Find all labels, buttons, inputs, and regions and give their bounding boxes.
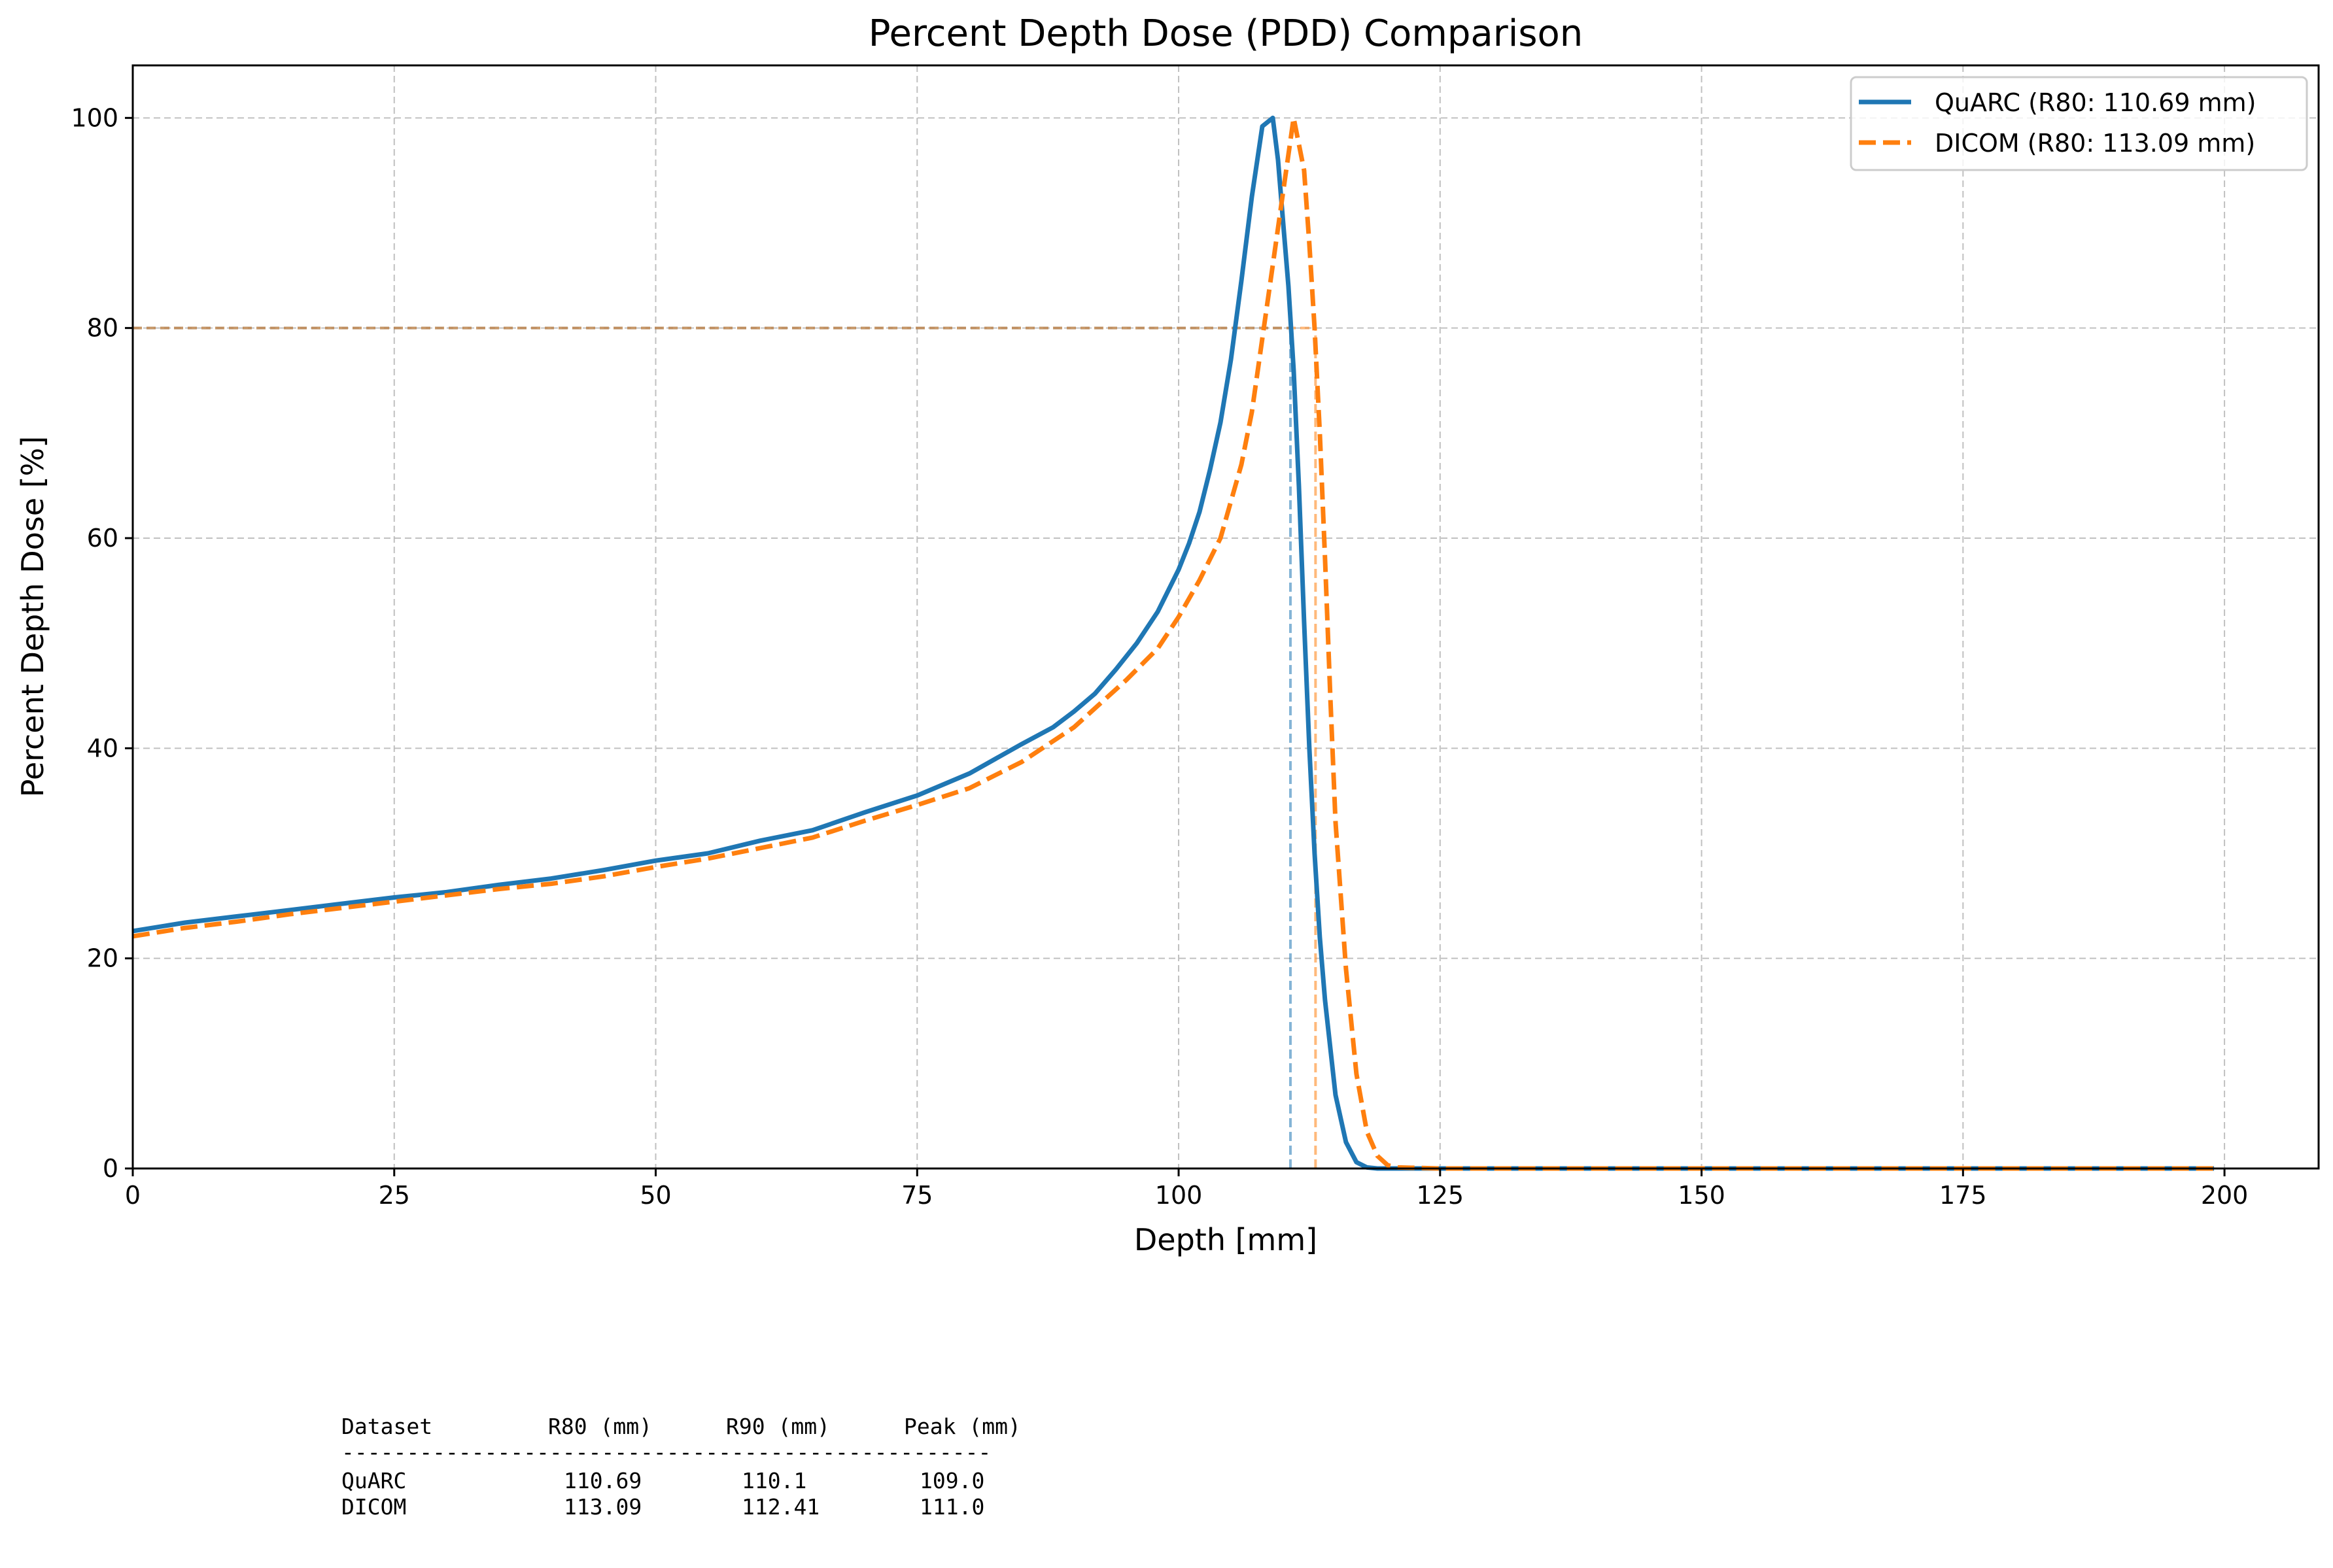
x-tick-label: 125	[1417, 1181, 1464, 1210]
table-cell-dicom-r90: 112.41	[742, 1494, 820, 1520]
x-tick-label: 150	[1678, 1181, 1725, 1210]
legend: QuARC (R80: 110.69 mm) DICOM (R80: 113.0…	[1850, 76, 2308, 171]
x-axis: 0 25 50 75 100 125 150 175 200	[125, 1168, 2248, 1210]
y-tick-label: 100	[71, 103, 118, 132]
table-header-r90: R90 (mm)	[726, 1414, 830, 1439]
x-tick-label: 25	[379, 1181, 410, 1210]
table-cell-dicom-r80: 113.09	[564, 1494, 642, 1520]
reference-lines	[133, 326, 1317, 1168]
table-cell-dicom-name: DICOM	[341, 1494, 406, 1520]
y-tick-label: 0	[103, 1154, 118, 1183]
data-series	[132, 115, 2215, 1171]
x-tick-label: 0	[125, 1181, 141, 1210]
y-axis: 0 20 40 60 80 100	[71, 103, 133, 1183]
x-tick-label: 75	[901, 1181, 933, 1210]
legend-box	[1850, 76, 2308, 171]
table-separator: ----------------------------------------…	[341, 1439, 991, 1465]
y-tick-label: 80	[87, 314, 118, 343]
y-tick-label: 60	[87, 524, 118, 553]
legend-label-quarc: QuARC (R80: 110.69 mm)	[1935, 88, 2256, 117]
table-cell-dicom-peak: 111.0	[920, 1494, 984, 1520]
x-tick-label: 200	[2201, 1181, 2249, 1210]
summary-table: Dataset R80 (mm) R90 (mm) Peak (mm) ----…	[341, 1414, 1021, 1520]
series-line-quarc	[132, 115, 2215, 1171]
table-cell-quarc-peak: 109.0	[920, 1468, 984, 1493]
table-cell-quarc-name: QuARC	[341, 1468, 406, 1493]
x-tick-label: 100	[1155, 1181, 1203, 1210]
x-axis-label: Depth [mm]	[1134, 1222, 1317, 1257]
table-cell-quarc-r80: 110.69	[564, 1468, 642, 1493]
table-header-dataset: Dataset	[341, 1414, 432, 1439]
table-header-r80: R80 (mm)	[548, 1414, 652, 1439]
y-tick-label: 40	[87, 734, 118, 762]
y-axis-label: Percent Depth Dose [%]	[15, 436, 50, 798]
chart-title: Percent Depth Dose (PDD) Comparison	[869, 12, 1583, 55]
y-tick-label: 20	[87, 944, 118, 973]
plot-frame	[131, 64, 2320, 1170]
x-tick-label: 175	[1939, 1181, 1987, 1210]
table-cell-quarc-r90: 110.1	[742, 1468, 806, 1493]
x-tick-label: 50	[640, 1181, 671, 1210]
series-line-dicom	[132, 115, 2215, 1171]
legend-label-dicom: DICOM (R80: 113.09 mm)	[1935, 129, 2255, 158]
table-header-peak: Peak (mm)	[904, 1414, 1021, 1439]
